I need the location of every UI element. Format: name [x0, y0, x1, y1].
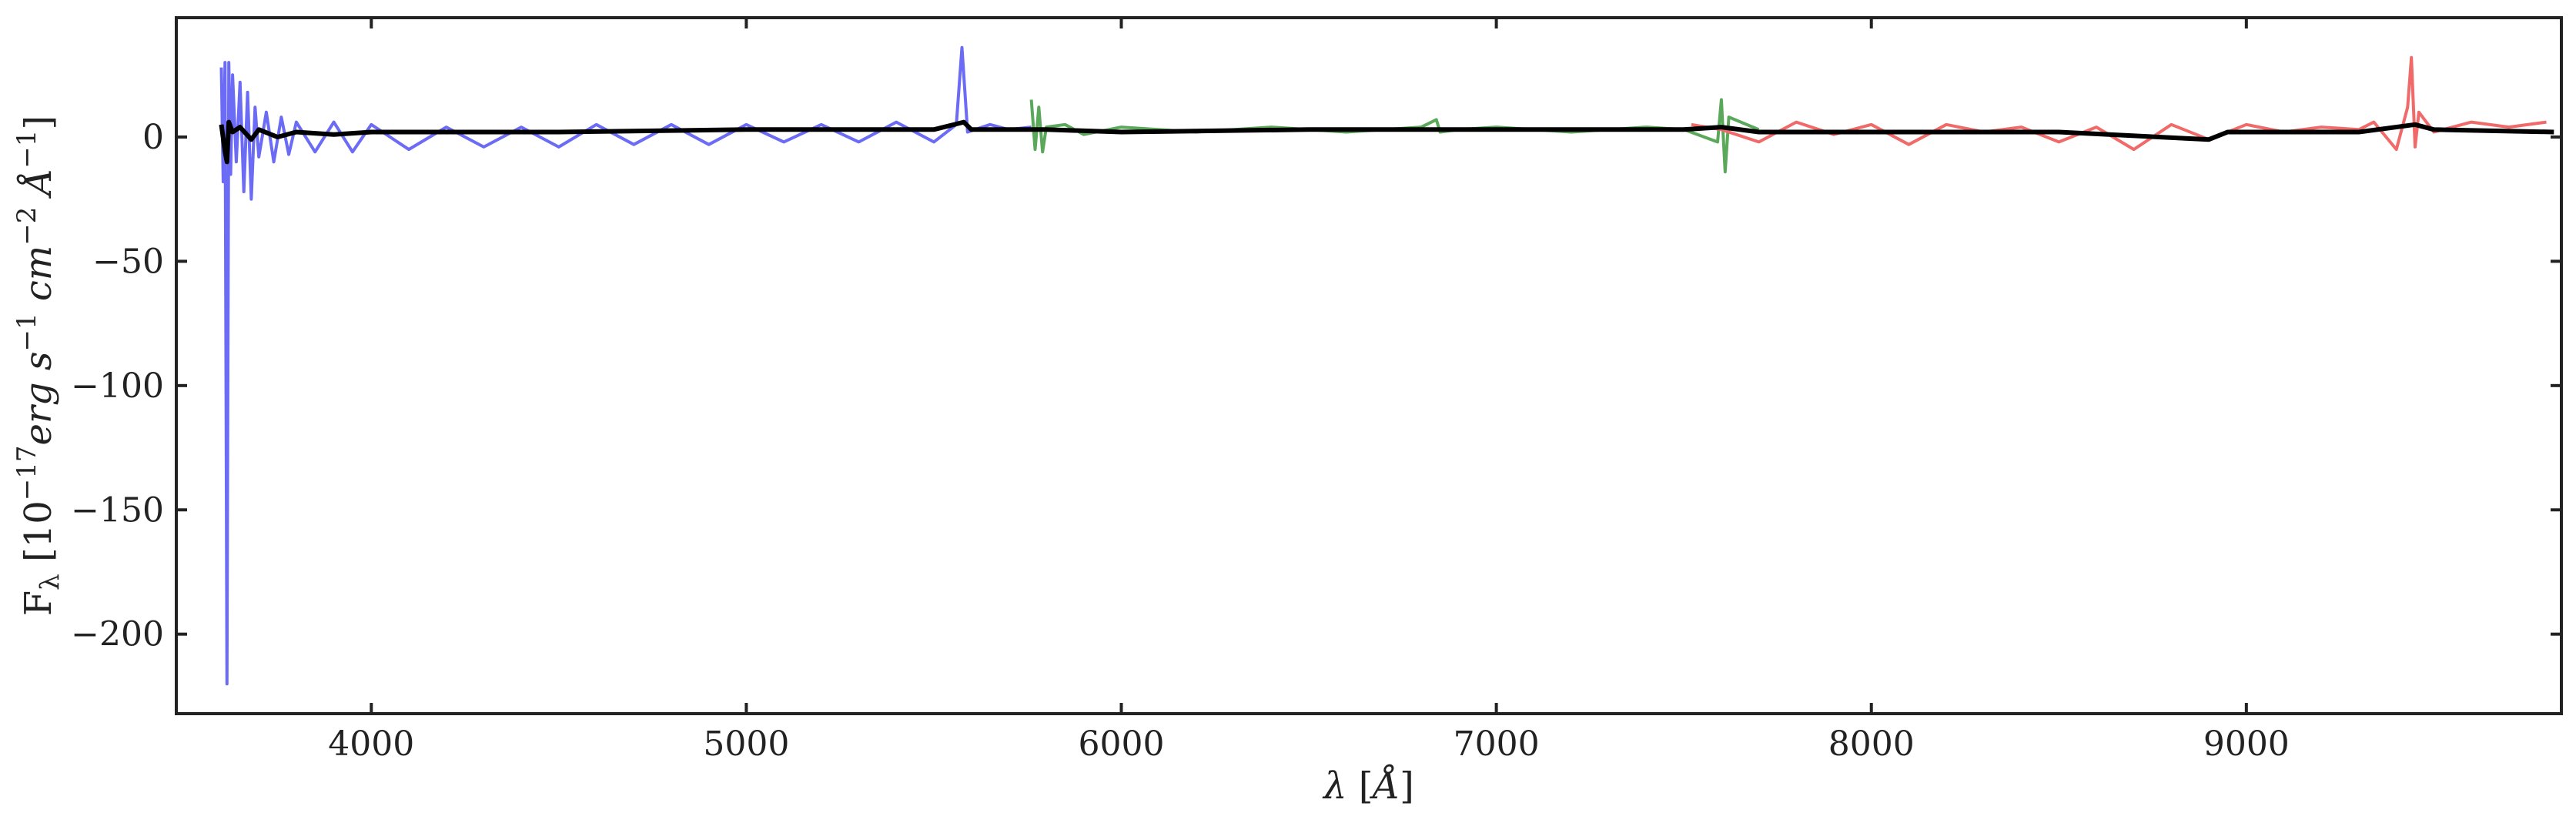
- y-tick-label: −50: [92, 242, 164, 281]
- series-line-3: [219, 119, 2554, 165]
- x-tick-label: 7000: [1454, 724, 1540, 764]
- x-axis-label: λ [Å]: [1322, 764, 1414, 808]
- x-tick-label: 8000: [1828, 724, 1915, 764]
- x-tick-label: 9000: [2203, 724, 2290, 764]
- series-line-1: [1029, 98, 1760, 174]
- x-tick-label: 6000: [1079, 724, 1165, 764]
- series-line-0: [219, 45, 1032, 686]
- y-tick-label: 0: [142, 118, 164, 157]
- plot-frame: [175, 16, 2563, 715]
- series-layer: [219, 45, 2554, 686]
- x-tick-label: 4000: [328, 724, 414, 764]
- y-tick-label: −150: [71, 490, 164, 530]
- y-axis-label: Fλ [10−17erg s−1 cm−2 Å−1]: [12, 115, 65, 616]
- y-tick-label: −200: [71, 615, 164, 654]
- x-tick-label: 5000: [703, 724, 789, 764]
- y-tick-label: −100: [71, 366, 164, 406]
- ticks-layer: 4000 5000 6000 7000 8000 9000 0 −50 −100 −150 −200: [71, 18, 2561, 764]
